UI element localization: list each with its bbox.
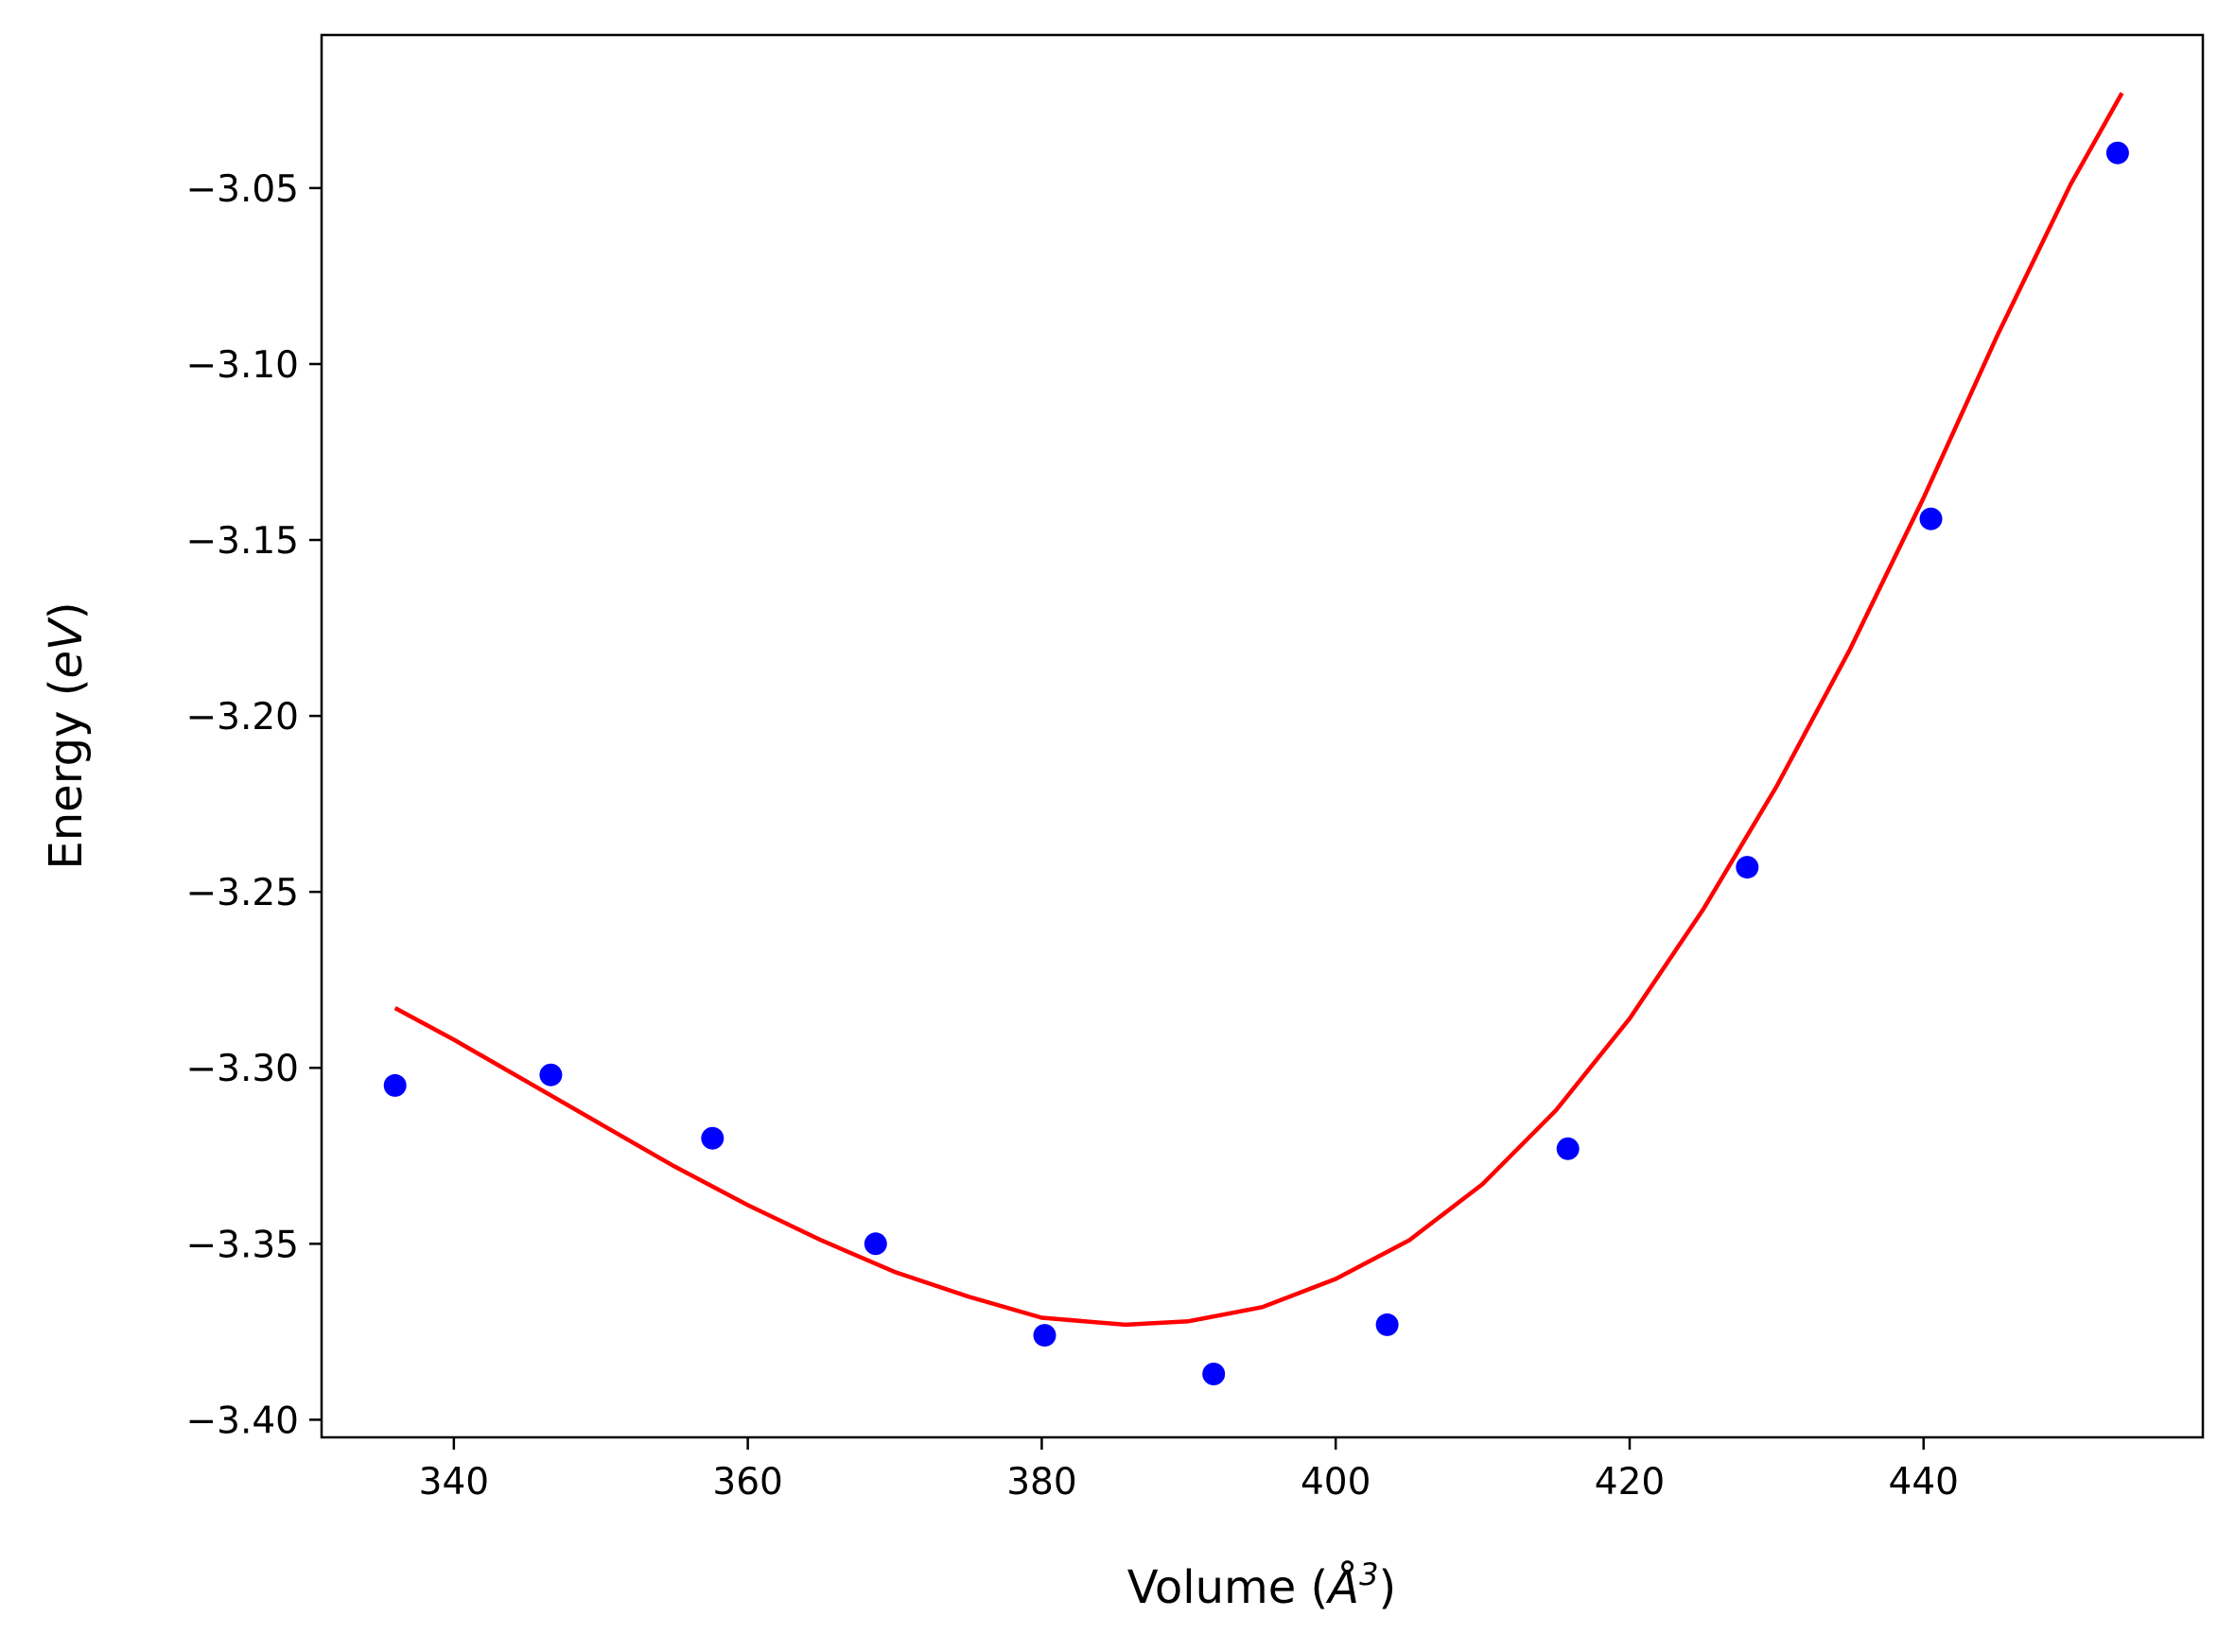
data-point	[1556, 1137, 1580, 1160]
data-point	[1033, 1324, 1056, 1348]
x-axis-ticks: 340 360 380 400 420 440	[419, 1437, 1959, 1504]
y-axis-ticks: −3.05 −3.10 −3.15 −3.20 −3.25 −3.30 −3.35 −3.40	[185, 168, 322, 1442]
y-tick-label: −3.30	[185, 1048, 299, 1090]
data-point	[1736, 856, 1759, 879]
data-point	[1202, 1363, 1226, 1385]
points-layer	[383, 141, 2129, 1385]
fit-line	[393, 92, 2124, 1328]
data-point	[383, 1073, 407, 1097]
y-tick-label: −3.20	[185, 696, 299, 739]
y-tick-label: −3.25	[185, 872, 299, 914]
y-tick-label: −3.35	[185, 1224, 299, 1266]
plot-frame	[320, 33, 2205, 1439]
y-tick-label: −3.05	[185, 168, 299, 211]
x-tick-label: 400	[1301, 1461, 1371, 1504]
y-tick-label: −3.15	[185, 520, 299, 563]
data-point	[864, 1232, 887, 1256]
x-tick-label: 340	[419, 1461, 489, 1504]
data-point	[1919, 507, 1943, 530]
y-tick-label: −3.10	[185, 344, 299, 387]
x-tick-label: 380	[1006, 1461, 1076, 1504]
plot-area	[322, 35, 2203, 1437]
y-axis-title: Energy (eV)	[40, 601, 93, 869]
data-point	[539, 1063, 563, 1087]
data-point	[701, 1126, 725, 1150]
x-tick-label: 360	[712, 1461, 782, 1504]
x-tick-label: 420	[1595, 1461, 1665, 1504]
fit-layer	[393, 92, 2124, 1328]
data-point	[1375, 1313, 1399, 1336]
x-tick-label: 440	[1889, 1461, 1959, 1504]
y-tick-label: −3.40	[185, 1400, 299, 1442]
x-axis-title: Volume (Å3)	[1127, 1556, 1396, 1614]
data-point	[2105, 141, 2129, 165]
